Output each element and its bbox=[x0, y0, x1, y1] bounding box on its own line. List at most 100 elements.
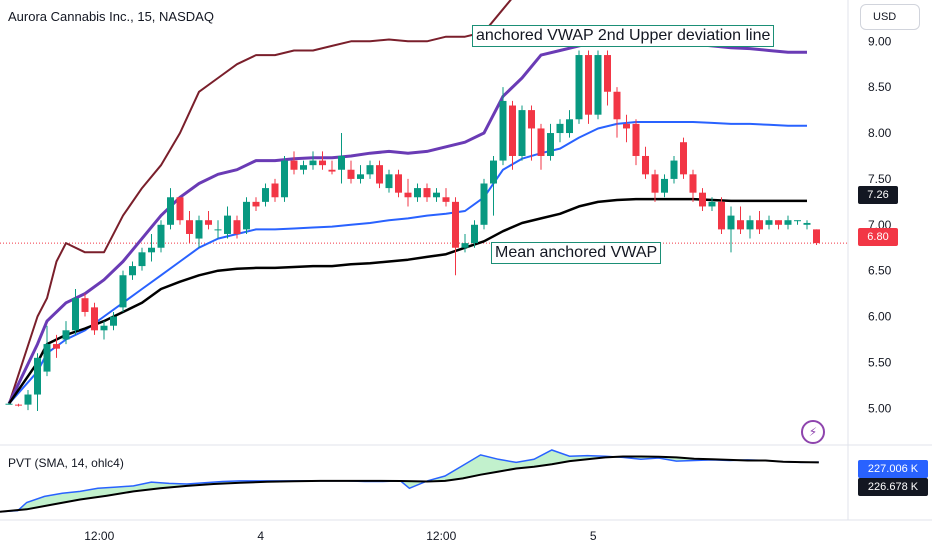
candle-body bbox=[243, 201, 250, 230]
candle-body bbox=[214, 229, 222, 231]
candle-body bbox=[176, 197, 184, 221]
y-tick-label: 5.50 bbox=[868, 355, 892, 369]
candle-body bbox=[319, 160, 326, 166]
annotation-upper-deviation[interactable]: anchored VWAP 2nd Upper deviation line bbox=[472, 25, 775, 47]
candle-body bbox=[414, 188, 421, 198]
candle-body bbox=[452, 201, 459, 248]
candle-body bbox=[300, 165, 307, 170]
candle-body bbox=[803, 222, 811, 225]
candle-body bbox=[613, 91, 621, 120]
candle-body bbox=[252, 201, 260, 207]
candle-body bbox=[480, 183, 488, 225]
pvt-indicator-title[interactable]: PVT (SMA, 14, ohlc4) bbox=[8, 456, 124, 470]
candle-body bbox=[775, 220, 782, 225]
pvt-pane bbox=[0, 449, 819, 513]
series-upper1 bbox=[7, 38, 807, 405]
candle-body bbox=[81, 298, 89, 312]
candle-body bbox=[651, 174, 659, 193]
candles bbox=[5, 50, 820, 412]
candle-body bbox=[737, 220, 744, 230]
currency-button[interactable]: USD bbox=[860, 4, 920, 30]
series-upper2 bbox=[8, 0, 512, 405]
candle-body bbox=[680, 142, 687, 175]
candle-body bbox=[395, 174, 402, 193]
candle-body bbox=[376, 165, 383, 184]
candle-body bbox=[404, 192, 412, 198]
candle-body bbox=[53, 344, 60, 349]
candle-body bbox=[727, 215, 735, 230]
y-tick-label: 8.00 bbox=[868, 126, 892, 140]
last-price-tag: 6.80 bbox=[858, 228, 898, 246]
lightning-bolt-icon[interactable]: ⚡ bbox=[801, 420, 825, 444]
candle-body bbox=[689, 174, 697, 193]
y-tick-label: 7.50 bbox=[868, 172, 892, 186]
candle-body bbox=[461, 243, 469, 248]
candle-body bbox=[499, 100, 507, 161]
candle-body bbox=[72, 298, 79, 331]
candle-body bbox=[338, 155, 345, 170]
candle-body bbox=[347, 169, 355, 179]
candle-body bbox=[623, 123, 630, 129]
candle-body bbox=[490, 160, 497, 184]
candle-body bbox=[575, 55, 583, 120]
vwap-mean-price-tag: 7.26 bbox=[858, 186, 898, 204]
x-tick-label: 4 bbox=[257, 529, 264, 543]
candle-body bbox=[15, 404, 22, 406]
candle-body bbox=[34, 357, 41, 395]
candle-body bbox=[642, 155, 649, 175]
candle-body bbox=[471, 224, 478, 244]
series-lower bbox=[8, 121, 807, 405]
candle-body bbox=[110, 316, 117, 326]
candle-body bbox=[756, 220, 763, 230]
candle-body bbox=[5, 403, 13, 405]
y-tick-label: 6.50 bbox=[868, 264, 892, 278]
candle-body bbox=[43, 344, 51, 372]
candle-body bbox=[366, 165, 374, 175]
candle-body bbox=[632, 123, 640, 156]
candle-body bbox=[224, 215, 231, 234]
pvt-sma-value-tag: 226.678 K bbox=[858, 478, 928, 496]
candle-body bbox=[765, 220, 773, 225]
candle-body bbox=[328, 169, 336, 172]
candle-body bbox=[537, 128, 545, 156]
y-tick-label: 9.00 bbox=[868, 34, 892, 48]
x-tick-label: 12:00 bbox=[426, 529, 456, 543]
x-tick-label: 12:00 bbox=[84, 529, 114, 543]
ticker-title: Aurora Cannabis Inc., 15, NASDAQ bbox=[8, 9, 214, 24]
candle-body bbox=[528, 110, 535, 129]
pvt-value-tag: 227.006 K bbox=[858, 460, 928, 478]
candle-body bbox=[433, 192, 440, 198]
candle-body bbox=[167, 197, 174, 225]
candle-body bbox=[24, 394, 32, 405]
candle-body bbox=[708, 201, 716, 207]
candle-body bbox=[233, 220, 241, 234]
candle-body bbox=[718, 201, 725, 230]
candle-body bbox=[784, 220, 792, 225]
candle-body bbox=[509, 105, 516, 156]
candle-body bbox=[670, 160, 678, 179]
y-tick-label: 6.00 bbox=[868, 310, 892, 324]
candle-body bbox=[205, 220, 212, 225]
candle-body bbox=[423, 188, 431, 198]
candle-body bbox=[357, 174, 364, 179]
candle-body bbox=[271, 183, 279, 198]
candle-body bbox=[91, 307, 98, 331]
grid bbox=[0, 0, 932, 521]
annotation-mean-vwap[interactable]: Mean anchored VWAP bbox=[491, 242, 662, 264]
pvt-line bbox=[0, 449, 819, 513]
candle-body bbox=[195, 220, 203, 239]
candle-body bbox=[699, 192, 706, 207]
candle-body bbox=[585, 55, 592, 115]
candle-body bbox=[62, 330, 70, 340]
candle-body bbox=[556, 123, 564, 134]
candle-body bbox=[746, 220, 754, 230]
candle-body bbox=[594, 55, 602, 115]
pvt-sma-line bbox=[0, 455, 819, 513]
x-tick-label: 5 bbox=[590, 529, 597, 543]
y-tick-label: 8.50 bbox=[868, 80, 892, 94]
candle-body bbox=[794, 220, 801, 222]
candle-body bbox=[281, 160, 288, 198]
candle-body bbox=[157, 224, 165, 248]
candle-body bbox=[661, 178, 668, 193]
